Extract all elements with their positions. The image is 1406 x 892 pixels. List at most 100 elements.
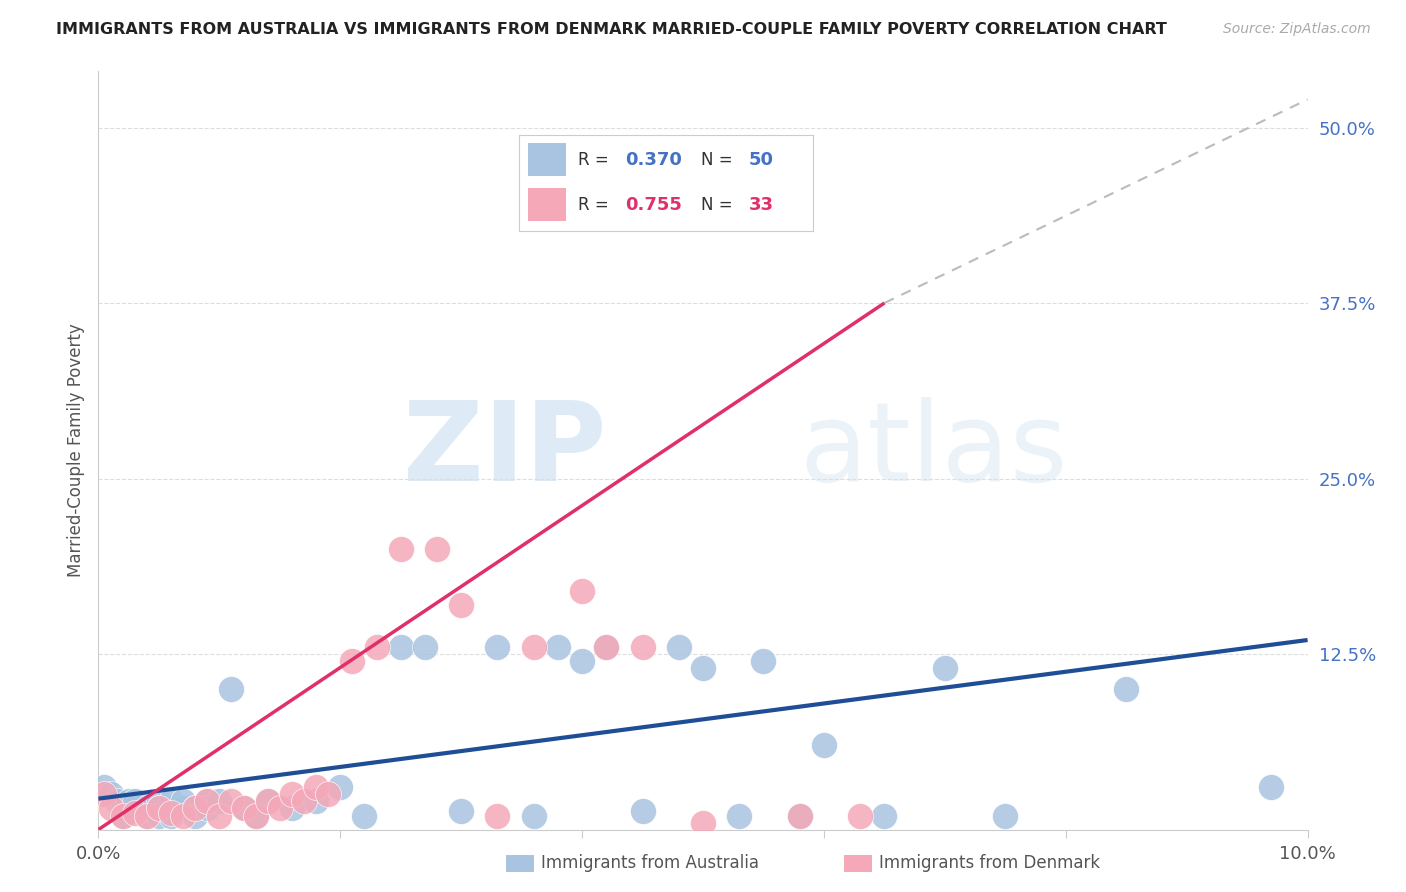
Point — [692, 815, 714, 830]
Point — [389, 541, 412, 556]
Point — [316, 788, 339, 802]
Point — [172, 808, 194, 822]
Point — [789, 808, 811, 822]
Point — [111, 801, 134, 815]
Point — [426, 541, 449, 556]
Point — [728, 808, 751, 822]
Point — [124, 805, 146, 820]
Text: N =: N = — [702, 151, 738, 169]
Point — [160, 795, 183, 809]
Text: N =: N = — [702, 195, 738, 214]
Point — [353, 808, 375, 822]
Point — [692, 661, 714, 675]
Text: 0.370: 0.370 — [624, 151, 682, 169]
Point — [105, 795, 128, 809]
Point — [450, 598, 472, 612]
Point — [523, 808, 546, 822]
Y-axis label: Married-Couple Family Poverty: Married-Couple Family Poverty — [66, 324, 84, 577]
Point — [195, 795, 218, 809]
Point — [232, 801, 254, 815]
Point — [1115, 682, 1137, 697]
Point — [135, 801, 157, 815]
Text: Source: ZipAtlas.com: Source: ZipAtlas.com — [1223, 22, 1371, 37]
Point — [595, 640, 617, 654]
Point — [111, 808, 134, 822]
Point — [148, 795, 170, 809]
Point — [571, 583, 593, 598]
Point — [813, 739, 835, 753]
Point — [486, 808, 509, 822]
Point — [389, 640, 412, 654]
Point — [184, 801, 207, 815]
Point — [547, 640, 569, 654]
Point — [486, 640, 509, 654]
Point — [93, 780, 115, 795]
Text: Immigrants from Australia: Immigrants from Australia — [541, 855, 759, 872]
Point — [172, 795, 194, 809]
Point — [450, 805, 472, 819]
Text: atlas: atlas — [800, 397, 1069, 504]
Point — [849, 808, 872, 822]
Point — [934, 661, 956, 675]
Point — [245, 808, 267, 822]
Point — [124, 801, 146, 815]
Point — [172, 801, 194, 815]
Point — [342, 654, 364, 668]
Point — [595, 640, 617, 654]
Point — [752, 654, 775, 668]
Point — [256, 795, 278, 809]
Point — [100, 788, 122, 802]
Text: R =: R = — [578, 195, 614, 214]
Text: ZIP: ZIP — [404, 397, 606, 504]
Point — [631, 640, 654, 654]
Point — [631, 805, 654, 819]
Point — [413, 640, 436, 654]
Text: 33: 33 — [748, 195, 773, 214]
Point — [281, 788, 304, 802]
Point — [124, 795, 146, 809]
Point — [195, 801, 218, 815]
Point — [148, 808, 170, 822]
Point — [232, 801, 254, 815]
Point — [789, 808, 811, 822]
Point — [994, 808, 1017, 822]
Point — [184, 808, 207, 822]
Point — [184, 801, 207, 815]
Point — [523, 640, 546, 654]
Point — [195, 795, 218, 809]
Point — [93, 788, 115, 802]
Point — [148, 801, 170, 815]
FancyBboxPatch shape — [527, 188, 567, 221]
Point — [135, 808, 157, 822]
Point — [1260, 780, 1282, 795]
Text: R =: R = — [578, 151, 614, 169]
Text: 0.755: 0.755 — [624, 195, 682, 214]
Point — [245, 808, 267, 822]
Point — [366, 640, 388, 654]
Point — [281, 801, 304, 815]
Text: IMMIGRANTS FROM AUSTRALIA VS IMMIGRANTS FROM DENMARK MARRIED-COUPLE FAMILY POVER: IMMIGRANTS FROM AUSTRALIA VS IMMIGRANTS … — [56, 22, 1167, 37]
Point — [160, 805, 183, 820]
Point — [256, 795, 278, 809]
Point — [111, 808, 134, 822]
Point — [221, 795, 243, 809]
Point — [221, 682, 243, 697]
Point — [208, 795, 231, 809]
Point — [208, 808, 231, 822]
Point — [571, 654, 593, 668]
Point — [135, 808, 157, 822]
Point — [305, 780, 328, 795]
Point — [873, 808, 896, 822]
Point — [160, 808, 183, 822]
Point — [100, 801, 122, 815]
Text: 50: 50 — [748, 151, 773, 169]
Text: Immigrants from Denmark: Immigrants from Denmark — [879, 855, 1099, 872]
FancyBboxPatch shape — [527, 144, 567, 176]
Point — [118, 795, 141, 809]
Point — [668, 640, 690, 654]
Point — [329, 780, 352, 795]
Point — [148, 801, 170, 815]
Point — [292, 795, 315, 809]
Point — [305, 795, 328, 809]
Point — [269, 801, 291, 815]
